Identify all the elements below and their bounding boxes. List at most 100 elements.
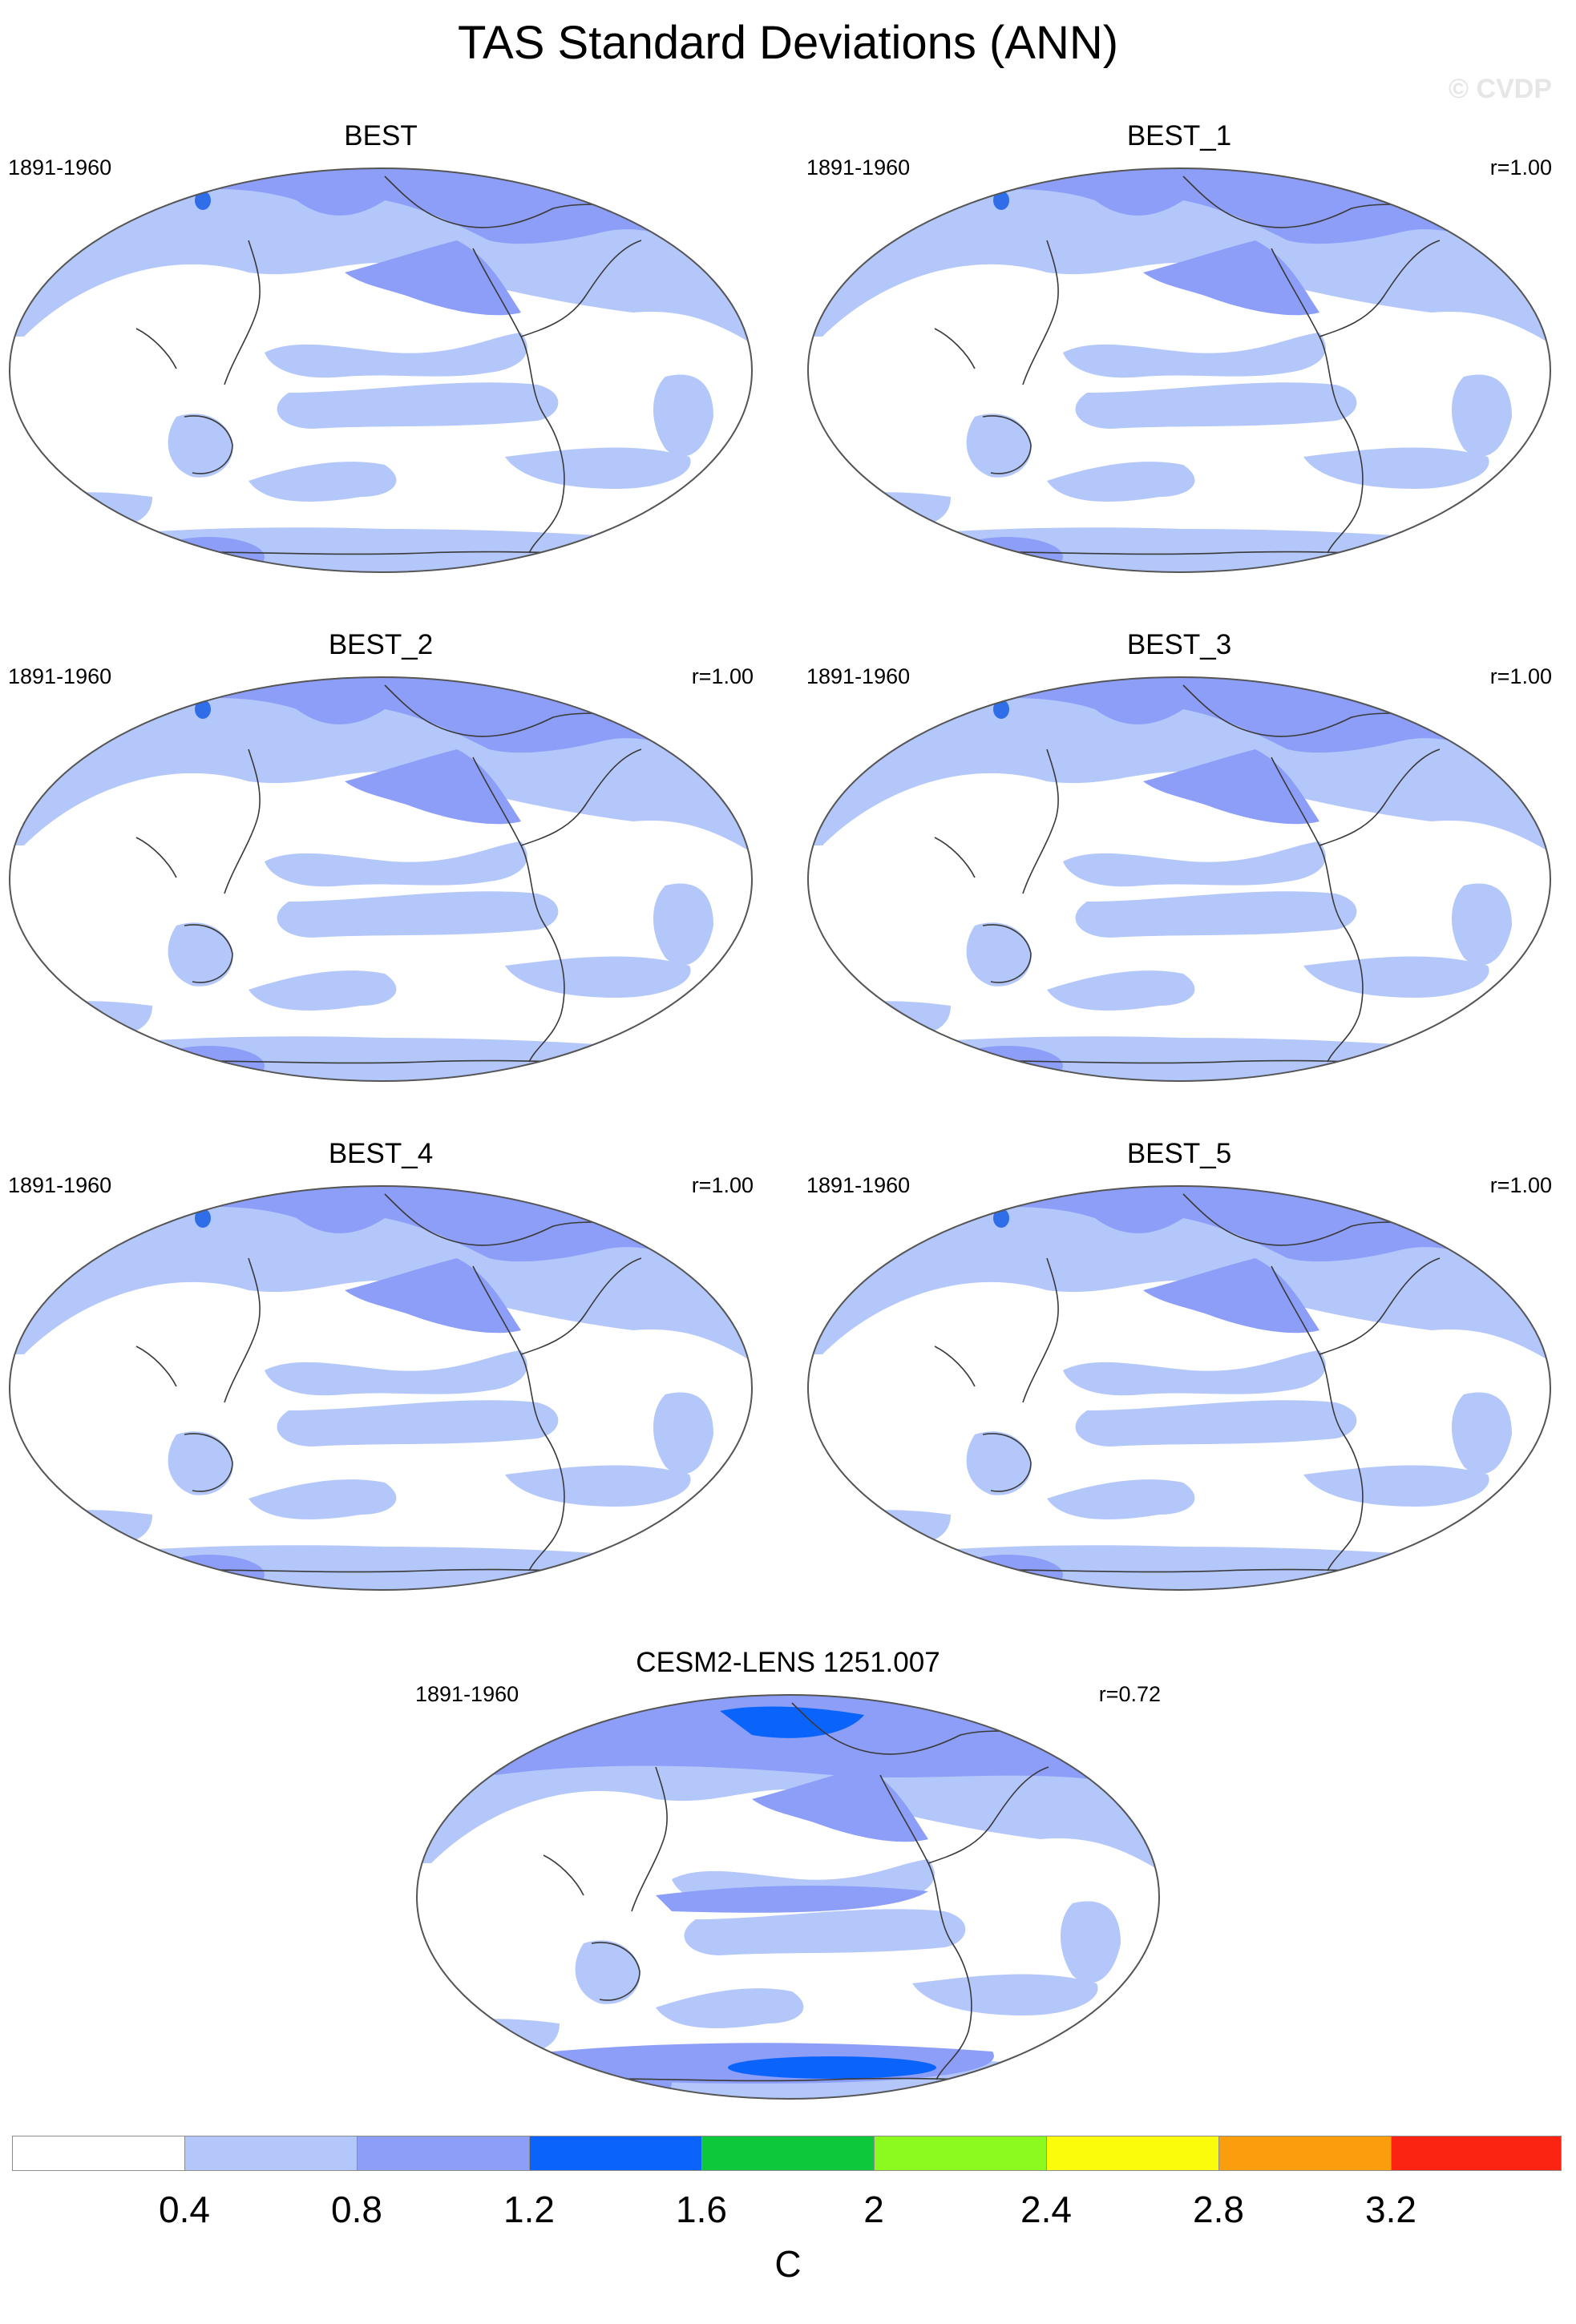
- colorbar-units: C: [774, 2243, 802, 2285]
- southern-ocean-east: [505, 956, 691, 998]
- pacific-band: [684, 1909, 966, 1955]
- colorbar-tick-label: 0.4: [159, 2189, 210, 2230]
- north-core-2: [1143, 749, 1319, 825]
- west-africa: [1037, 1783, 1121, 1834]
- pacific-band: [277, 891, 559, 938]
- west-africa: [630, 1274, 713, 1325]
- antarctic-band: [10, 527, 752, 572]
- colorbar-tick-label: 2: [863, 2189, 884, 2230]
- southern-ocean-west: [839, 1001, 951, 1038]
- pacific-tongue: [1063, 333, 1326, 378]
- map-border: [9, 676, 753, 1082]
- southern-ocean-mid: [1047, 462, 1195, 502]
- colorbar-box: [1046, 2136, 1219, 2171]
- north-core-2: [1143, 1258, 1319, 1333]
- siberia-spot: [195, 700, 211, 719]
- panel-best-5: BEST_5 1891-1960 r=1.00: [806, 1138, 1552, 1607]
- pacific-tongue: [265, 841, 527, 887]
- southern-ocean-west: [839, 1510, 951, 1547]
- atlantic-region: [1452, 1392, 1512, 1475]
- atlantic-region: [1452, 883, 1512, 966]
- west-africa: [630, 765, 713, 817]
- southern-ocean-west: [40, 492, 152, 529]
- panel-title: BEST_2: [328, 629, 434, 660]
- panel-best: BEST 1891-1960: [8, 120, 754, 589]
- panel-title: BEST_5: [1126, 1138, 1232, 1169]
- antarctic-core: [951, 1046, 1063, 1081]
- map-svg: [9, 167, 753, 573]
- australia-region: [966, 414, 1032, 478]
- west-africa: [1429, 1274, 1512, 1325]
- north-core-2: [345, 749, 521, 825]
- antarctic-core: [951, 537, 1063, 572]
- southern-ocean-east: [1303, 956, 1489, 998]
- antarctic-core: [951, 1555, 1063, 1590]
- cesm-antarctic-core: [728, 2056, 936, 2079]
- southern-ocean-mid: [249, 462, 397, 502]
- west-africa: [1429, 256, 1512, 308]
- map-svg: [9, 676, 753, 1082]
- panel-best-4: BEST_4 1891-1960 r=1.00: [8, 1138, 754, 1607]
- map-border: [807, 676, 1551, 1082]
- southern-ocean-mid: [1047, 1479, 1195, 1519]
- southern-ocean-mid: [1047, 970, 1195, 1011]
- colorbar-box: [1218, 2136, 1392, 2171]
- colorbar-tick-label: 0.8: [331, 2189, 382, 2230]
- figure-title: TAS Standard Deviations (ANN): [457, 17, 1119, 69]
- panel-best-3: BEST_3 1891-1960 r=1.00: [806, 629, 1552, 1098]
- panel-period: 1891-1960: [8, 664, 112, 688]
- australia-region: [168, 414, 233, 478]
- west-africa: [1429, 765, 1512, 817]
- pacific-band: [277, 382, 559, 429]
- north-core-2: [1143, 240, 1319, 316]
- map-svg: [807, 167, 1551, 573]
- australia-region: [575, 1940, 641, 2004]
- pacific-tongue: [1063, 841, 1326, 887]
- siberia-spot: [993, 191, 1009, 210]
- panel-title: BEST_1: [1126, 120, 1232, 151]
- siberia-spot: [993, 700, 1009, 719]
- colorbar-box: [357, 2136, 530, 2171]
- southern-ocean-east: [505, 1465, 691, 1507]
- atlantic-region: [1061, 1901, 1121, 1983]
- atlantic-region: [653, 1392, 713, 1475]
- map-svg: [9, 1185, 753, 1591]
- colorbar-box: [874, 2136, 1047, 2171]
- north-core-2: [752, 1767, 928, 1842]
- cesm-green-spot-2: [994, 1703, 1023, 1719]
- colorbar-box: [1391, 2136, 1562, 2171]
- map-svg: [807, 676, 1551, 1082]
- colorbar-box: [529, 2136, 702, 2171]
- panel-correlation: r=1.00: [691, 664, 754, 688]
- cvdp-watermark: © CVDP: [1449, 74, 1552, 104]
- colorbar-tick-label: 2.4: [1020, 2189, 1072, 2230]
- southern-ocean-west: [839, 492, 951, 529]
- antarctic-band: [808, 1036, 1550, 1081]
- map-border: [9, 167, 753, 573]
- southern-ocean-mid: [656, 1988, 804, 2028]
- panel-best-2: BEST_2 1891-1960 r=1.00: [8, 629, 754, 1098]
- southern-ocean-east: [1303, 447, 1489, 489]
- cesm-north-core: [720, 1706, 864, 1738]
- antarctic-band: [10, 1545, 752, 1590]
- pacific-band: [1075, 891, 1357, 938]
- pacific-band: [1075, 382, 1357, 429]
- map-border: [807, 1185, 1551, 1591]
- panel-title: BEST_3: [1126, 629, 1232, 660]
- antarctic-core: [152, 1046, 265, 1081]
- southern-ocean-mid: [249, 1479, 397, 1519]
- antarctic-band: [808, 527, 1550, 572]
- colorbar-tick-label: 1.6: [676, 2189, 727, 2230]
- australia-region: [168, 1431, 233, 1495]
- panel-title: CESM2-LENS 1251.007: [636, 1647, 940, 1678]
- pacific-tongue: [265, 333, 527, 378]
- atlantic-region: [653, 883, 713, 966]
- map-border: [807, 167, 1551, 573]
- map-border: [9, 1185, 753, 1591]
- antarctic-core: [152, 537, 265, 572]
- panel-correlation: r=1.00: [1489, 155, 1552, 180]
- colorbar-tick-label: 2.8: [1193, 2189, 1244, 2230]
- pacific-band: [277, 1400, 559, 1446]
- panel-period: 1891-1960: [415, 1682, 519, 1706]
- map-svg: [416, 1694, 1160, 2100]
